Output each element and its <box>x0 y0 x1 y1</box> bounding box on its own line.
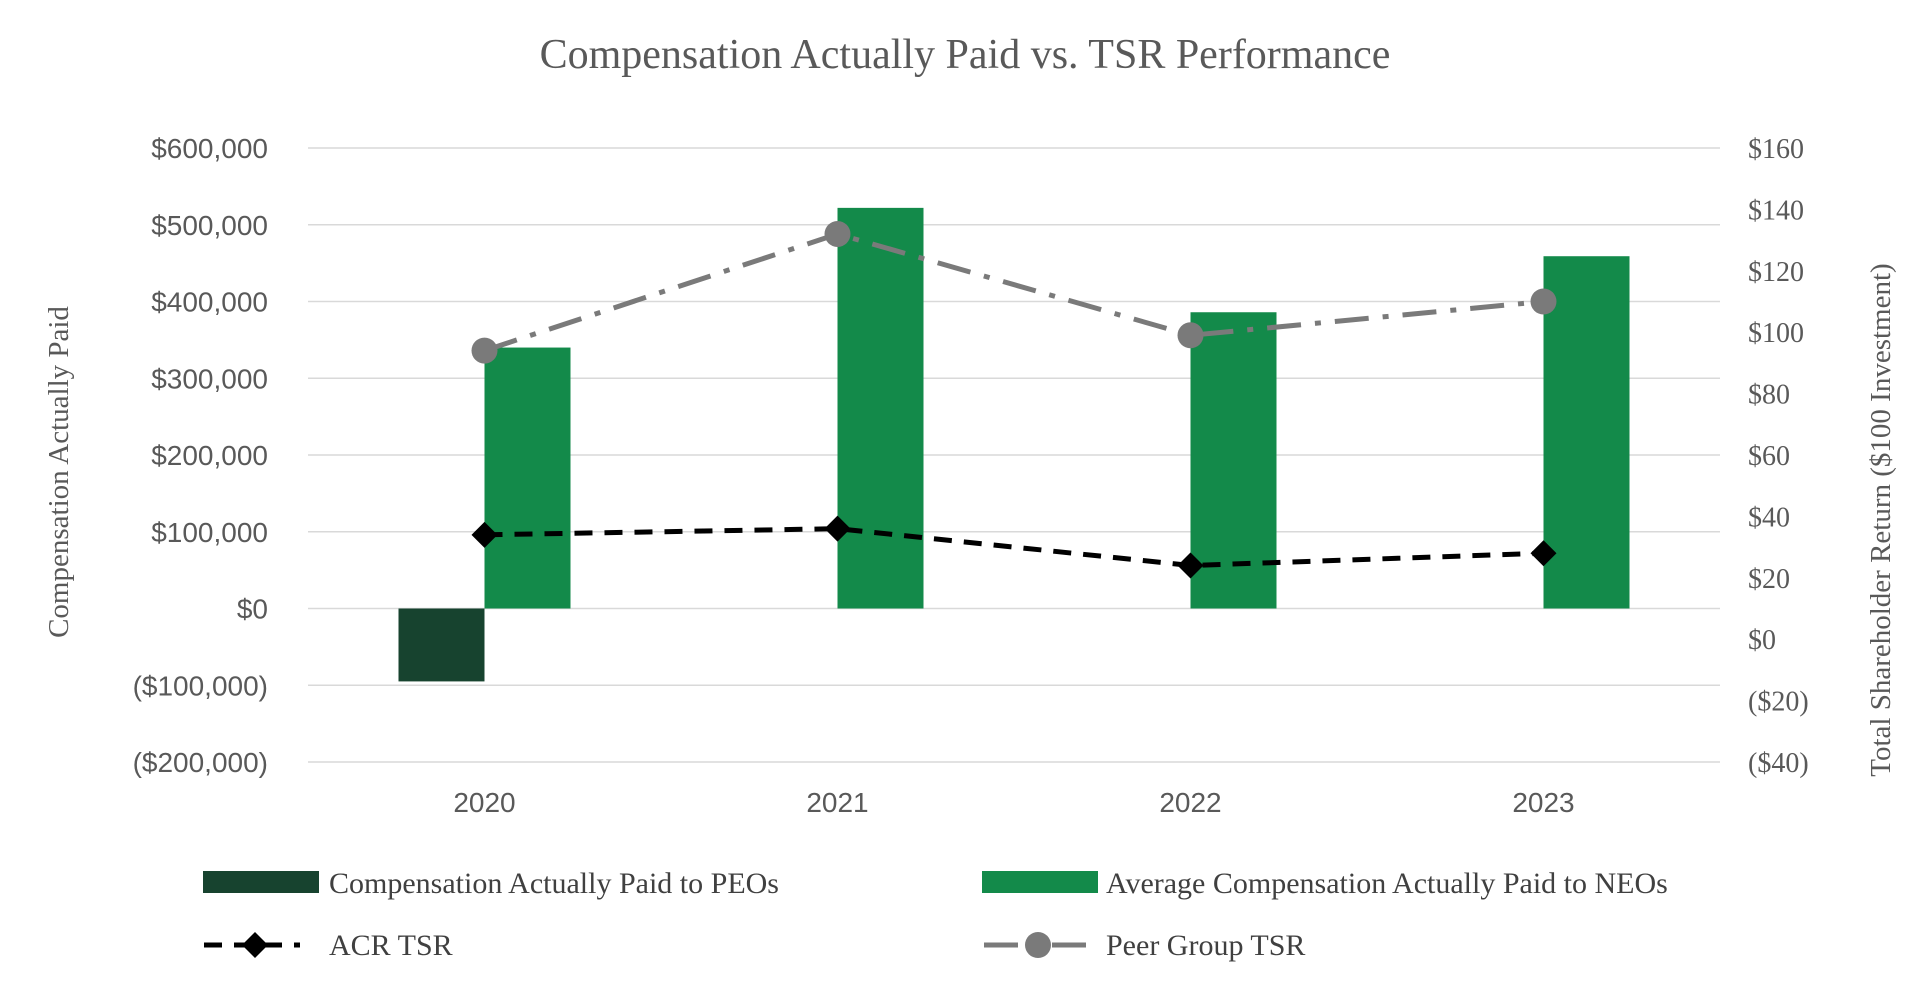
peer-group-tsr-line <box>483 231 1544 353</box>
peer-group-tsr-marker-2022 <box>1177 322 1204 349</box>
right-axis-tick-label: $100 <box>1748 318 1804 349</box>
right-axis-tick-label: $140 <box>1748 195 1804 226</box>
legend-label: ACR TSR <box>329 929 453 962</box>
lines-layer <box>471 220 1557 579</box>
bar-neo-2021 <box>837 207 924 609</box>
right-axis-tick-label: $80 <box>1748 380 1790 411</box>
bar-neo-2023 <box>1543 256 1630 609</box>
left-axis-tick-label: ($200,000) <box>133 747 268 778</box>
legend-swatch-peo <box>203 871 319 893</box>
left-axis-tick-label: $200,000 <box>151 440 268 471</box>
left-axis-tick-label: ($100,000) <box>133 670 268 701</box>
bars-layer <box>398 207 1630 682</box>
legend-swatch-acr-marker <box>242 932 268 958</box>
left-axis-tick-label: $500,000 <box>151 210 268 241</box>
bar-peo-2020 <box>398 608 485 682</box>
left-axis-tick-label: $300,000 <box>151 363 268 394</box>
right-axis-tick-label: $160 <box>1748 134 1804 165</box>
legend-label: Compensation Actually Paid to PEOs <box>329 867 779 900</box>
bar-neo-2020 <box>484 347 571 609</box>
right-axis-tick-label: $0 <box>1748 625 1776 656</box>
peer-group-tsr-marker-2020 <box>471 337 498 364</box>
acr-tsr-line <box>484 526 1544 569</box>
chart-title: Compensation Actually Paid vs. TSR Perfo… <box>540 32 1391 78</box>
left-axis-tick-label: $600,000 <box>151 133 268 164</box>
right-axis-tick-label: ($40) <box>1748 748 1809 779</box>
right-axis-tick-label: $120 <box>1748 257 1804 288</box>
right-axis-title: Total Shareholder Return ($100 Investmen… <box>1865 263 1897 776</box>
left-axis-tick-label: $0 <box>237 594 268 625</box>
legend-swatch-neo <box>982 871 1098 893</box>
legend: Compensation Actually Paid to PEOs Averag… <box>203 867 1668 962</box>
acr-tsr-marker-2022 <box>1177 552 1204 579</box>
right-axis-tick-label: ($20) <box>1748 687 1809 718</box>
x-axis-tick-label: 2021 <box>806 787 868 818</box>
right-axis-tick-label: $60 <box>1748 441 1790 472</box>
acr-tsr-marker-2021 <box>824 515 851 542</box>
legend-swatch-peer-marker <box>1025 932 1051 958</box>
axes-layer: $600,000 $500,000 $400,000 $300,000 $200,000… <box>133 133 1809 818</box>
legend-label: Average Compensation Actually Paid to NE… <box>1106 867 1668 900</box>
left-axis-tick-label: $100,000 <box>151 517 268 548</box>
right-axis-tick-label: $40 <box>1748 502 1790 533</box>
x-axis-tick-label: 2020 <box>453 787 515 818</box>
left-axis-title: Compensation Actually Paid <box>43 306 75 638</box>
legend-label: Peer Group TSR <box>1106 929 1305 962</box>
acr-tsr-marker-2020 <box>471 521 498 548</box>
right-axis-tick-label: $20 <box>1748 564 1790 595</box>
x-axis-tick-label: 2023 <box>1512 787 1574 818</box>
peer-group-tsr-marker-2023 <box>1530 288 1557 315</box>
left-axis-tick-label: $400,000 <box>151 287 268 318</box>
peer-group-tsr-marker-2021 <box>824 220 851 247</box>
acr-tsr-marker-2023 <box>1530 540 1557 567</box>
bar-neo-2022 <box>1190 312 1277 609</box>
x-axis-tick-label: 2022 <box>1159 787 1221 818</box>
